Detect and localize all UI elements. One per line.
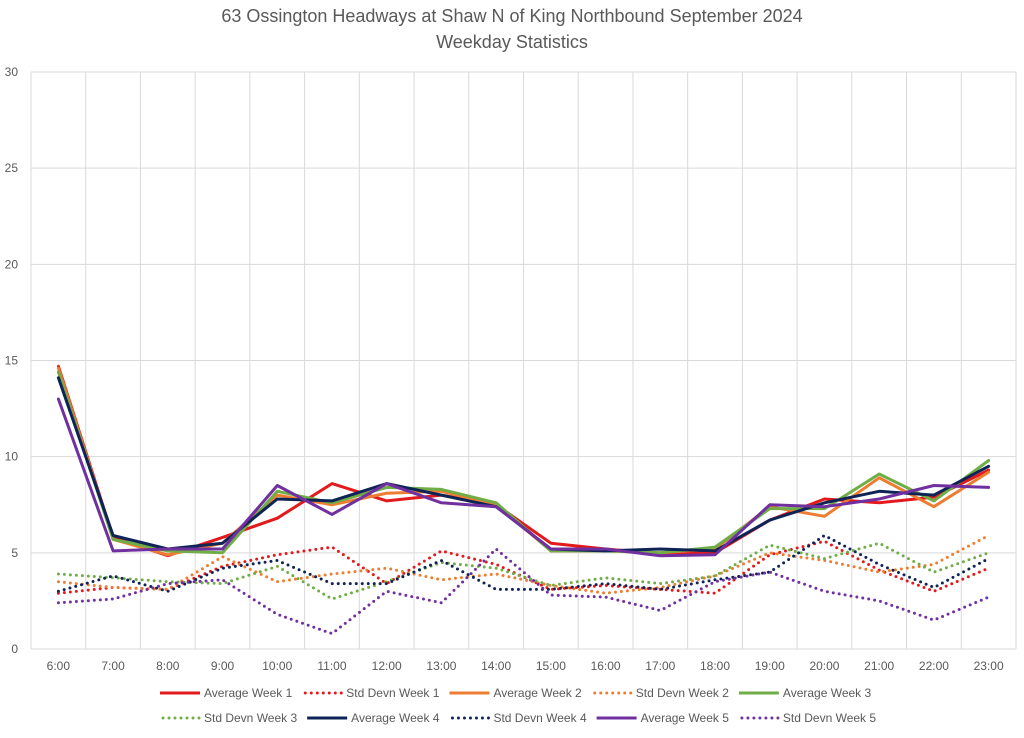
x-tick-label: 6:00: [47, 659, 71, 673]
x-tick-label: 22:00: [919, 659, 949, 673]
legend-label: Average Week 5: [641, 711, 730, 725]
legend-item: Average Week 5: [596, 711, 730, 725]
legend-item: Std Devn Week 1: [303, 686, 440, 700]
x-tick-label: 12:00: [372, 659, 402, 673]
legend-item: Average Week 2: [449, 686, 582, 700]
y-tick-label: 10: [5, 450, 19, 464]
x-tick-label: 11:00: [317, 659, 346, 673]
chart-subtitle: Weekday Statistics: [436, 32, 588, 52]
x-tick-label: 7:00: [101, 659, 125, 673]
chart-title: 63 Ossington Headways at Shaw N of King …: [221, 6, 802, 26]
legend-item: Std Devn Week 2: [593, 686, 729, 700]
y-tick-label: 15: [5, 354, 19, 368]
x-tick-label: 9:00: [211, 659, 235, 673]
x-tick-label: 13:00: [426, 659, 456, 673]
legend-label: Std Devn Week 5: [783, 711, 876, 725]
x-tick-label: 20:00: [809, 659, 839, 673]
legend-label: Average Week 4: [351, 711, 440, 725]
legend-label: Average Week 3: [783, 686, 872, 700]
series-line-std-devn-week-2: [56, 534, 991, 595]
legend-label: Average Week 2: [493, 686, 582, 700]
series-line-std-devn-week-5: [56, 547, 991, 636]
x-tick-label: 10:00: [262, 659, 292, 673]
y-tick-label: 20: [5, 257, 19, 271]
x-tick-label: 18:00: [700, 659, 730, 673]
y-axis-ticks: 0 5 10 15 20 25 30: [5, 65, 19, 656]
x-tick-label: 23:00: [974, 659, 1004, 673]
legend-item: Average Week 4: [307, 711, 440, 725]
legend: Average Week 1 Std Devn Week 1 Average Wee…: [160, 686, 876, 725]
legend-item: Std Devn Week 4: [450, 711, 587, 725]
legend-item: Std Devn Week 5: [740, 711, 876, 725]
x-tick-label: 14:00: [481, 659, 511, 673]
x-tick-label: 19:00: [755, 659, 785, 673]
x-tick-label: 8:00: [156, 659, 180, 673]
x-tick-label: 16:00: [591, 659, 621, 673]
x-axis-ticks: 6:00 7:00 8:00 9:00 10:00 11:00 12:00 13:00 14:0…: [47, 659, 1004, 673]
legend-label: Average Week 1: [204, 686, 293, 700]
y-tick-label: 0: [11, 642, 18, 656]
series-line-std-devn-week-4: [56, 534, 991, 593]
series-lines: [56, 364, 991, 636]
x-tick-label: 21:00: [864, 659, 894, 673]
y-tick-label: 30: [5, 65, 19, 79]
legend-item: Average Week 3: [738, 686, 872, 700]
y-tick-label: 25: [5, 161, 19, 175]
x-tick-label: 17:00: [645, 659, 675, 673]
legend-label: Std Devn Week 1: [346, 686, 439, 700]
legend-label: Std Devn Week 4: [493, 711, 586, 725]
y-tick-label: 5: [11, 546, 18, 560]
series-line-average-week-5: [56, 397, 991, 558]
legend-label: Std Devn Week 3: [204, 711, 297, 725]
series-line-std-devn-week-3: [56, 541, 991, 601]
legend-label: Std Devn Week 2: [636, 686, 729, 700]
legend-item: Std Devn Week 3: [161, 711, 297, 725]
legend-item: Average Week 1: [160, 686, 293, 700]
x-tick-label: 15:00: [536, 659, 566, 673]
